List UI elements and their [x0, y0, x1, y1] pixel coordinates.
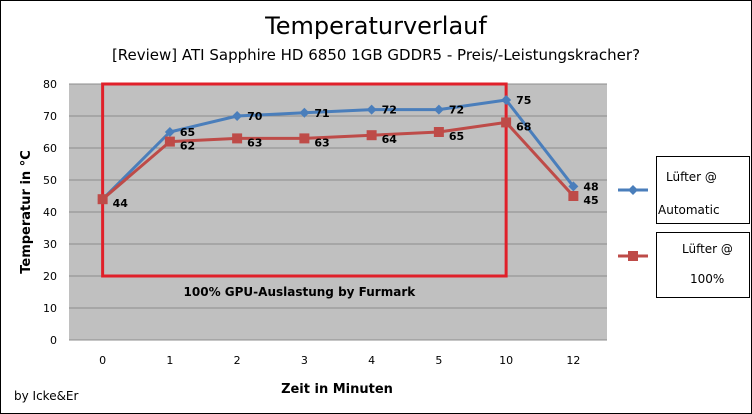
y-axis-label: Temperatur in °C [19, 150, 34, 274]
data-point [232, 111, 243, 121]
data-point [501, 117, 512, 128]
y-tick-label: 10 [43, 302, 57, 315]
data-point [568, 181, 579, 192]
data-point [568, 191, 579, 201]
data-label: 75 [516, 94, 531, 107]
series-line [101, 98, 575, 201]
data-label: 63 [314, 136, 329, 149]
y-tick-label: 70 [43, 110, 57, 123]
x-tick-label: 3 [301, 354, 308, 367]
y-tick-label: 0 [50, 334, 57, 347]
series-line [101, 120, 575, 201]
data-label: 70 [247, 110, 263, 123]
legend-label-100-line1: Lüfter @ [682, 242, 733, 256]
data-label: 44 [113, 197, 129, 210]
x-tick-labels: 0 1 2 3 4 5 10 12 [99, 354, 580, 367]
data-point [299, 133, 310, 144]
legend-marker [628, 251, 638, 261]
annotation-box [101, 82, 508, 278]
x-tick-label: 12 [566, 354, 580, 367]
data-label: 45 [583, 194, 598, 207]
data-point [433, 104, 444, 115]
x-tick-label: 0 [99, 354, 106, 367]
data-point [299, 107, 310, 118]
data-label: 65 [449, 130, 464, 143]
legend-label-100-line2: 100% [690, 272, 725, 286]
y-tick-label: 40 [43, 206, 57, 219]
data-point [366, 104, 377, 115]
legend-label-automatic-line1: Lüfter @ [666, 170, 717, 184]
x-axis-label: Zeit in Minuten [281, 382, 393, 397]
data-point [433, 127, 444, 137]
chart-subtitle: [Review] ATI Sapphire HD 6850 1GB GDDR5 … [112, 46, 640, 64]
data-point [366, 130, 377, 141]
data-label: 71 [314, 107, 329, 120]
data-label: 65 [180, 126, 195, 139]
x-tick-label: 1 [166, 354, 173, 367]
data-label: 68 [516, 120, 531, 133]
data-point [97, 194, 108, 205]
data-label: 64 [382, 133, 398, 146]
legend-item-100-box [656, 232, 750, 298]
legend-item-automatic-box [656, 156, 750, 224]
x-tick-label: 5 [435, 354, 442, 367]
data-point [164, 136, 175, 147]
data-label: 72 [449, 104, 464, 117]
x-tick-label: 10 [499, 354, 513, 367]
y-tick-labels: 0 10 20 30 40 50 60 70 80 [43, 78, 57, 347]
data-point [501, 95, 512, 105]
legend-markers [618, 185, 648, 261]
credit-text: by Icke&Er [14, 389, 79, 403]
chart-title: Temperaturverlauf [264, 12, 487, 40]
data-label: 48 [583, 180, 598, 193]
legend-marker [628, 185, 638, 195]
annotation-label: 100% GPU-Auslastung by Furmark [184, 285, 417, 299]
y-tick-label: 30 [43, 238, 57, 251]
data-label: 63 [247, 136, 262, 149]
data-label: 72 [382, 104, 397, 117]
data-label: 62 [180, 140, 195, 153]
series-group: 65 70 71 72 72 75 48 44 62 63 63 64 65 68 45 [97, 94, 599, 210]
x-tick-label: 2 [234, 354, 241, 367]
y-tick-label: 20 [43, 270, 57, 283]
y-tick-label: 80 [43, 78, 57, 91]
legend-label-automatic-line2: Automatic [658, 203, 720, 217]
data-point [232, 133, 243, 144]
y-tick-label: 50 [43, 174, 57, 187]
data-point [164, 127, 175, 137]
x-tick-label: 4 [368, 354, 375, 367]
y-tick-label: 60 [43, 142, 57, 155]
